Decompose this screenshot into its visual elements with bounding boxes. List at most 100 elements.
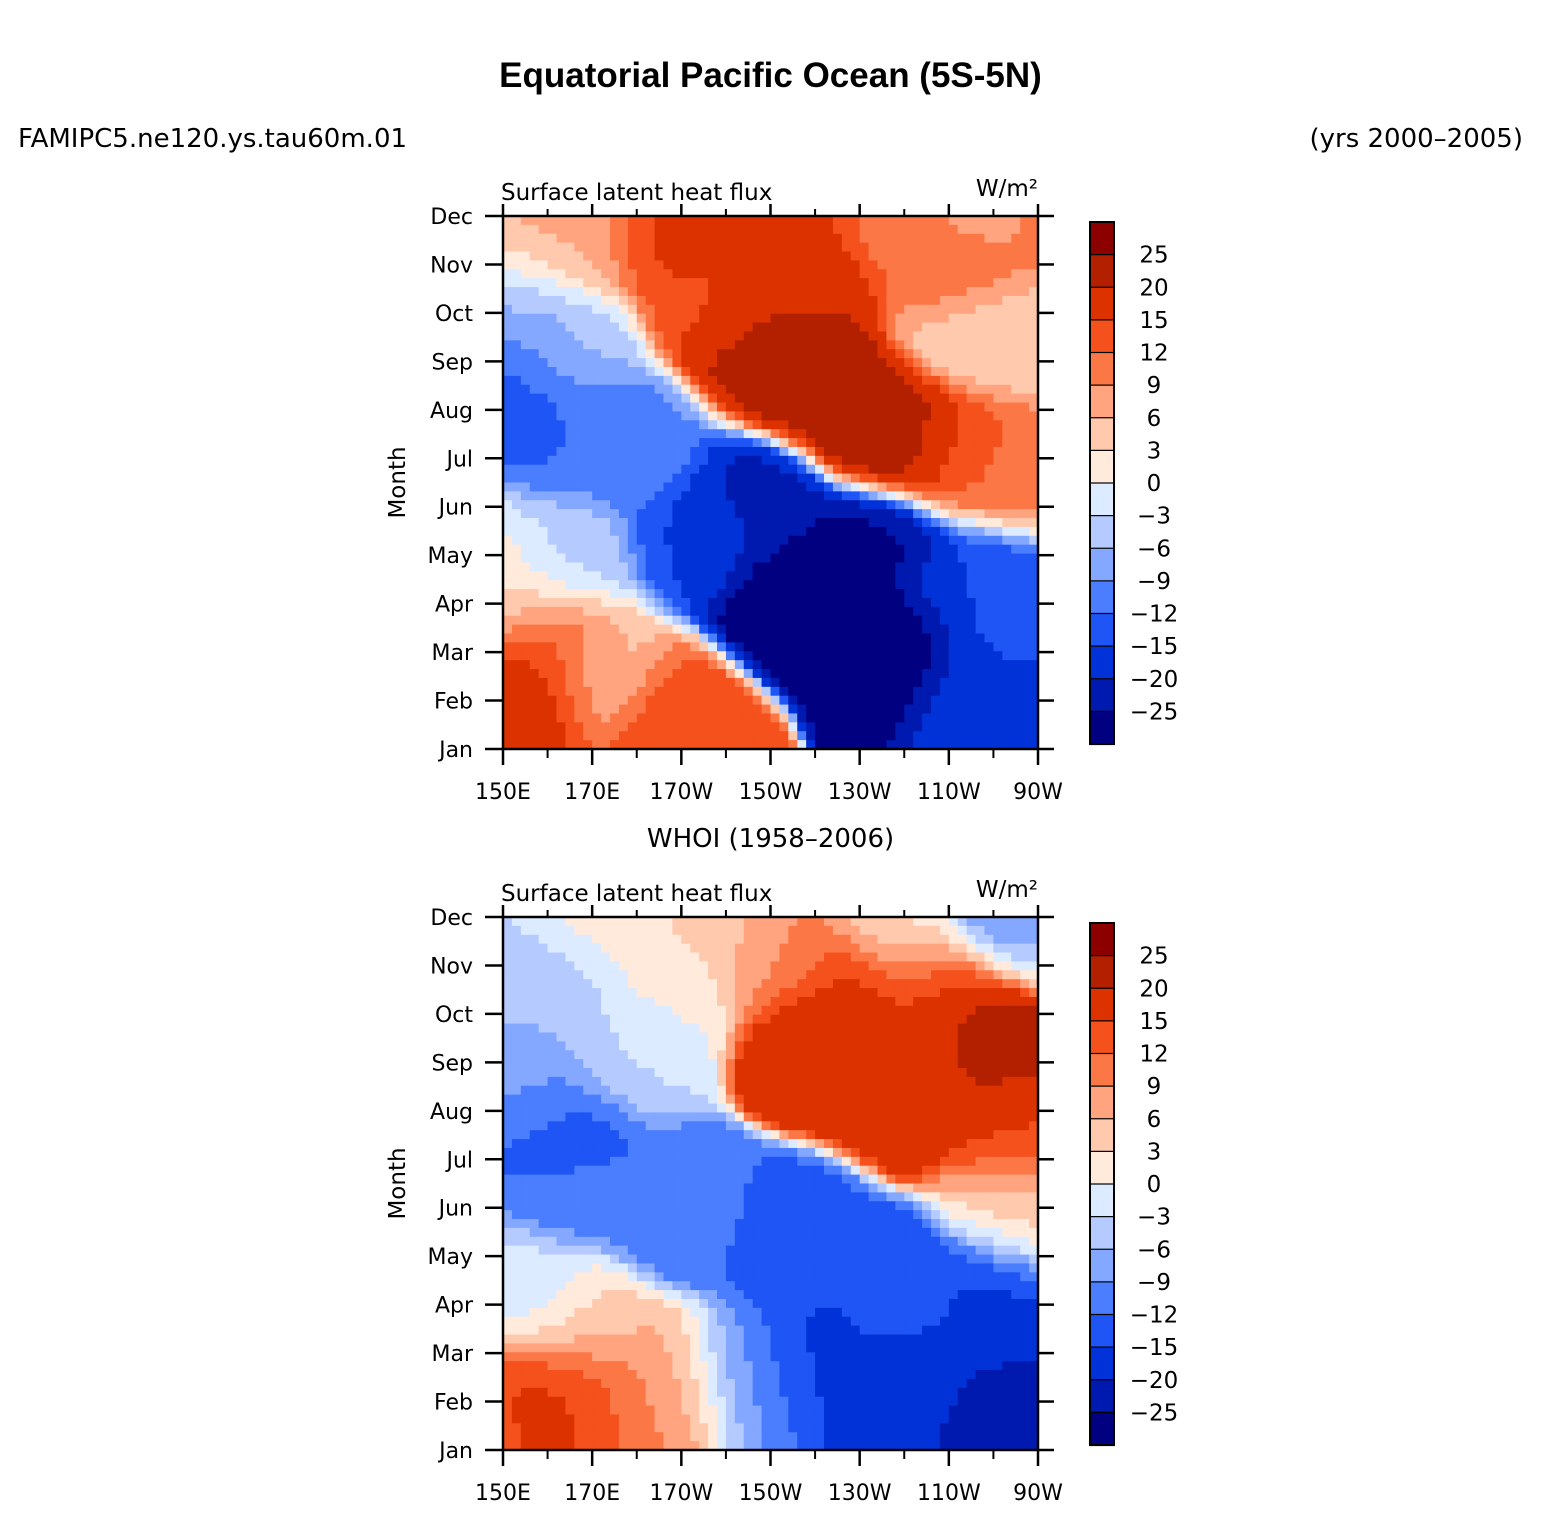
y-tick-label: Feb: [434, 690, 473, 715]
contour-cell: [984, 740, 995, 750]
contour-cell: [752, 1094, 763, 1105]
contour-cell: [841, 677, 852, 688]
contour-cell: [841, 251, 852, 262]
contour-cell: [957, 580, 968, 590]
contour-cell: [1002, 500, 1012, 510]
contour-cell: [654, 1014, 665, 1025]
contour-cell: [770, 384, 781, 395]
contour-cell: [1002, 491, 1012, 501]
contour-cell: [547, 571, 558, 581]
contour-cell: [681, 979, 691, 989]
contour-cell: [699, 384, 709, 395]
contour-cell: [975, 384, 986, 395]
contour-cell: [841, 740, 852, 750]
contour-cell: [708, 295, 718, 306]
contour-cell: [511, 358, 522, 368]
contour-cell: [708, 464, 718, 475]
contour-cell: [1029, 731, 1039, 741]
contour-cell: [601, 393, 611, 404]
contour-cell: [815, 402, 825, 413]
contour-cell: [529, 624, 540, 635]
contour-cell: [948, 961, 959, 971]
contour-cell: [788, 642, 798, 652]
contour-cell: [734, 322, 745, 333]
contour-cell: [503, 606, 513, 617]
contour-cell: [806, 704, 816, 715]
contour-cell: [547, 331, 558, 341]
contour-cell: [610, 491, 620, 501]
contour-cell: [913, 224, 923, 235]
contour-cell: [663, 722, 674, 732]
contour-cell: [690, 695, 700, 706]
contour-cell: [1002, 313, 1012, 324]
contour-cell: [752, 633, 763, 643]
contour-cell: [806, 544, 816, 555]
contour-cell: [529, 304, 540, 315]
contour-cell: [654, 917, 665, 927]
contour-cell: [886, 925, 896, 936]
contour-cell: [1029, 295, 1039, 306]
contour-cell: [503, 287, 513, 297]
contour-cell: [529, 287, 540, 297]
contour-cell: [1002, 295, 1012, 306]
contour-cell: [957, 713, 968, 723]
contour-cell: [993, 1032, 1003, 1042]
contour-cell: [511, 996, 522, 1007]
contour-cell: [761, 952, 772, 963]
contour-cell: [663, 242, 674, 253]
contour-cell: [957, 473, 968, 484]
contour-cell: [601, 331, 611, 341]
contour-cell: [583, 677, 593, 688]
contour-cell: [913, 358, 923, 368]
contour-cell: [636, 367, 647, 377]
contour-cell: [841, 970, 852, 980]
contour-cell: [556, 367, 567, 377]
contour-cell: [556, 349, 567, 359]
contour-cell: [618, 1094, 629, 1105]
contour-cell: [939, 349, 950, 359]
y-tick-label: Mar: [431, 641, 473, 666]
contour-cell: [538, 1023, 549, 1034]
contour-cell: [984, 615, 995, 626]
contour-cell: [610, 580, 620, 590]
contour-cell: [824, 988, 834, 998]
contour-cell: [654, 482, 665, 492]
contour-cell: [859, 224, 870, 235]
contour-cell: [734, 1059, 745, 1069]
contour-cell: [966, 642, 977, 652]
contour-cell: [610, 482, 620, 492]
contour-cell: [797, 242, 807, 253]
contour-cell: [520, 535, 531, 546]
contour-cell: [984, 925, 995, 936]
contour-cell: [877, 304, 888, 315]
contour-cell: [859, 1041, 870, 1051]
contour-cell: [904, 1050, 914, 1060]
contour-cell: [824, 686, 834, 697]
contour-cell: [913, 482, 923, 492]
contour-cell: [663, 1050, 674, 1060]
contour-cell: [601, 1005, 611, 1016]
contour-cell: [797, 571, 807, 581]
contour-cell: [975, 411, 986, 421]
contour-cell: [984, 251, 995, 262]
contour-cell: [690, 482, 700, 492]
contour-cell: [859, 367, 870, 377]
contour-cell: [779, 740, 789, 750]
contour-cell: [966, 473, 977, 484]
contour-cell: [636, 340, 647, 350]
contour-cell: [636, 615, 647, 626]
contour-cell: [627, 526, 638, 537]
contour-cell: [788, 340, 798, 350]
contour-cell: [913, 562, 923, 572]
contour-cell: [636, 349, 647, 359]
contour-cell: [663, 952, 674, 963]
contour-cell: [717, 402, 727, 413]
contour-cell: [681, 491, 691, 501]
contour-cell: [806, 615, 816, 626]
contour-cell: [895, 1005, 905, 1016]
contour-cell: [806, 571, 816, 581]
contour-cell: [850, 934, 861, 945]
contour-cell: [583, 384, 593, 395]
contour-cell: [966, 615, 977, 626]
contour-cell: [556, 420, 567, 430]
